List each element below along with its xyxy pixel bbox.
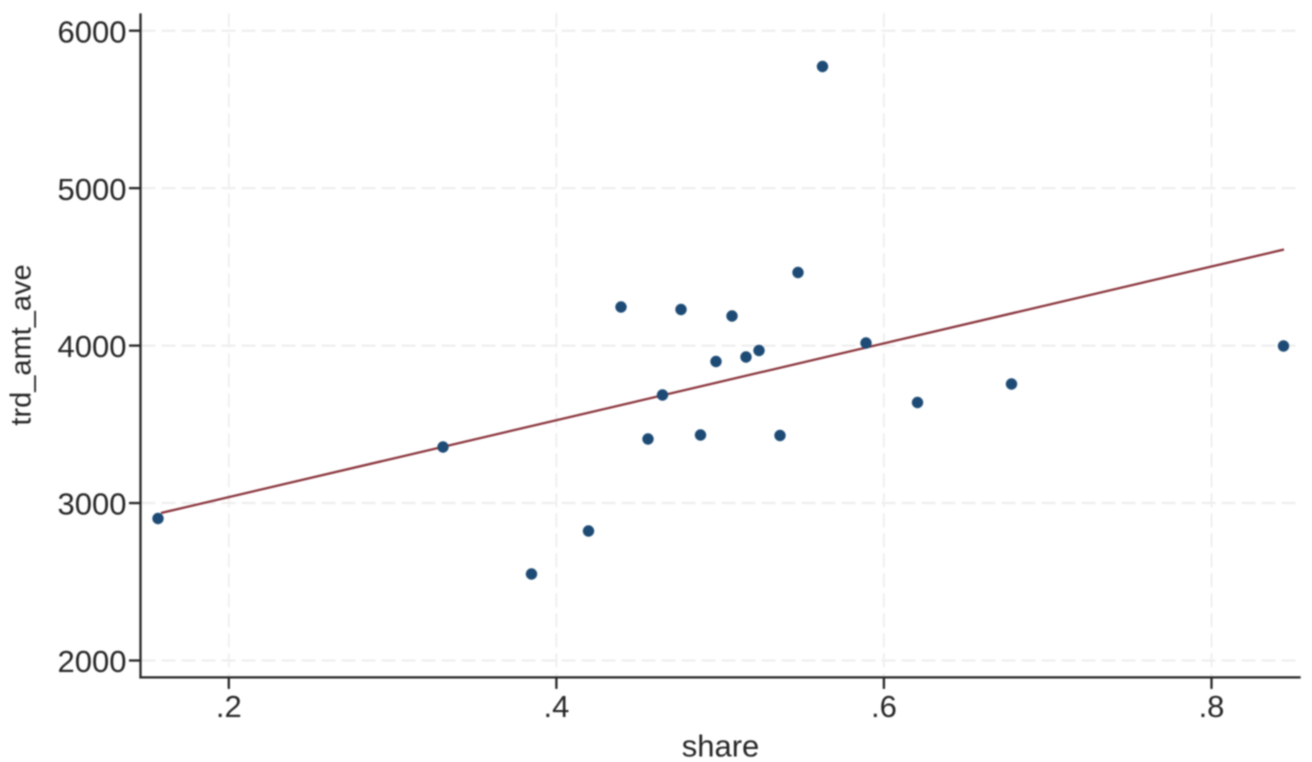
svg-text:5000: 5000 bbox=[58, 172, 127, 207]
svg-text:.6: .6 bbox=[871, 689, 897, 724]
svg-text:3000: 3000 bbox=[58, 487, 127, 522]
svg-text:share: share bbox=[682, 729, 760, 762]
svg-text:2000: 2000 bbox=[58, 644, 127, 679]
svg-text:.2: .2 bbox=[216, 689, 242, 724]
svg-text:trd_amt_ave: trd_amt_ave bbox=[6, 264, 38, 425]
svg-text:.4: .4 bbox=[543, 689, 569, 724]
svg-text:6000: 6000 bbox=[58, 14, 127, 49]
svg-text:4000: 4000 bbox=[58, 329, 127, 364]
svg-text:.8: .8 bbox=[1199, 689, 1225, 724]
